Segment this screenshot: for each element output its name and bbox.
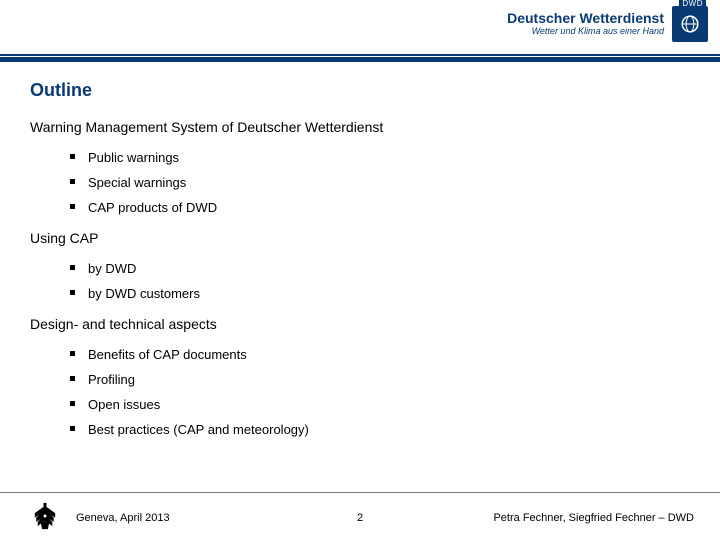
header: DWD Deutscher Wetterdienst Wetter und Kl…: [0, 0, 720, 60]
footer: Geneva, April 2013 2 Petra Fechner, Sieg…: [0, 492, 720, 540]
footer-rule: [0, 492, 720, 493]
section-heading: Warning Management System of Deutscher W…: [30, 119, 690, 135]
section-list: Benefits of CAP documents Profiling Open…: [70, 342, 690, 442]
brand-text: Deutscher Wetterdienst Wetter und Klima …: [507, 11, 664, 36]
list-item: by DWD customers: [70, 281, 690, 306]
footer-page-number: 2: [357, 512, 363, 524]
list-item: Public warnings: [70, 145, 690, 170]
header-rule-thin: [0, 54, 720, 56]
brand-logo-icon: [672, 6, 708, 42]
federal-eagle-icon: [30, 500, 60, 532]
list-item: Benefits of CAP documents: [70, 342, 690, 367]
section-list: by DWD by DWD customers: [70, 256, 690, 306]
list-item: Profiling: [70, 367, 690, 392]
section-list: Public warnings Special warnings CAP pro…: [70, 145, 690, 220]
content: Outline Warning Management System of Deu…: [30, 80, 690, 442]
list-item: by DWD: [70, 256, 690, 281]
slide: DWD Deutscher Wetterdienst Wetter und Kl…: [0, 0, 720, 540]
list-item: Special warnings: [70, 170, 690, 195]
brand-sub-text: Wetter und Klima aus einer Hand: [507, 27, 664, 37]
list-item: CAP products of DWD: [70, 195, 690, 220]
page-title: Outline: [30, 80, 690, 101]
footer-location-date: Geneva, April 2013: [76, 512, 170, 524]
list-item: Best practices (CAP and meteorology): [70, 417, 690, 442]
header-rule-thick: [0, 57, 720, 62]
section-heading: Design- and technical aspects: [30, 316, 690, 332]
section-heading: Using CAP: [30, 230, 690, 246]
brand-main-text: Deutscher Wetterdienst: [507, 11, 664, 26]
list-item: Open issues: [70, 392, 690, 417]
footer-authors: Petra Fechner, Siegfried Fechner – DWD: [493, 512, 694, 524]
brand-block: Deutscher Wetterdienst Wetter und Klima …: [507, 6, 708, 42]
